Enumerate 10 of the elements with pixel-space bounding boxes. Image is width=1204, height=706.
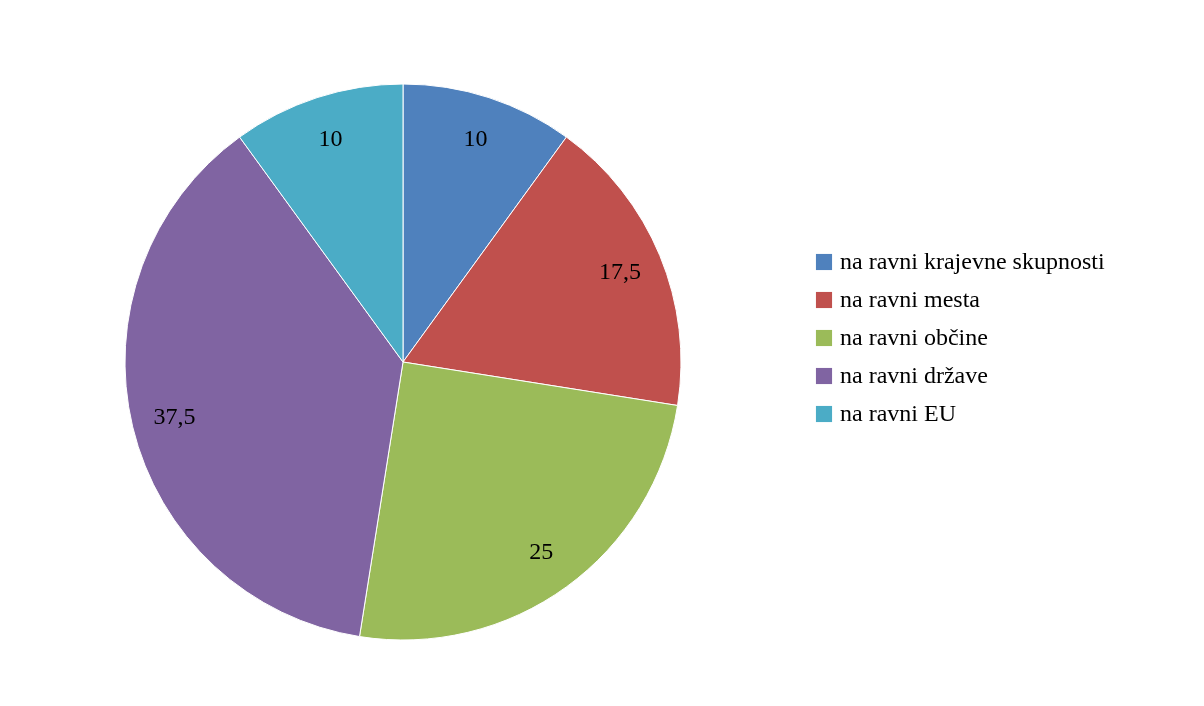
legend-label: na ravni države <box>840 362 988 388</box>
data-label: 17,5 <box>599 258 642 285</box>
data-label: 10 <box>463 124 488 151</box>
legend-label: na ravni krajevne skupnosti <box>840 248 1105 274</box>
data-label: 25 <box>529 538 554 565</box>
data-label: 10 <box>318 124 343 151</box>
data-label: 37,5 <box>153 402 196 429</box>
legend-label: na ravni mesta <box>840 286 981 312</box>
legend-label: na ravni občine <box>840 324 988 350</box>
legend-label: na ravni EU <box>840 400 956 426</box>
